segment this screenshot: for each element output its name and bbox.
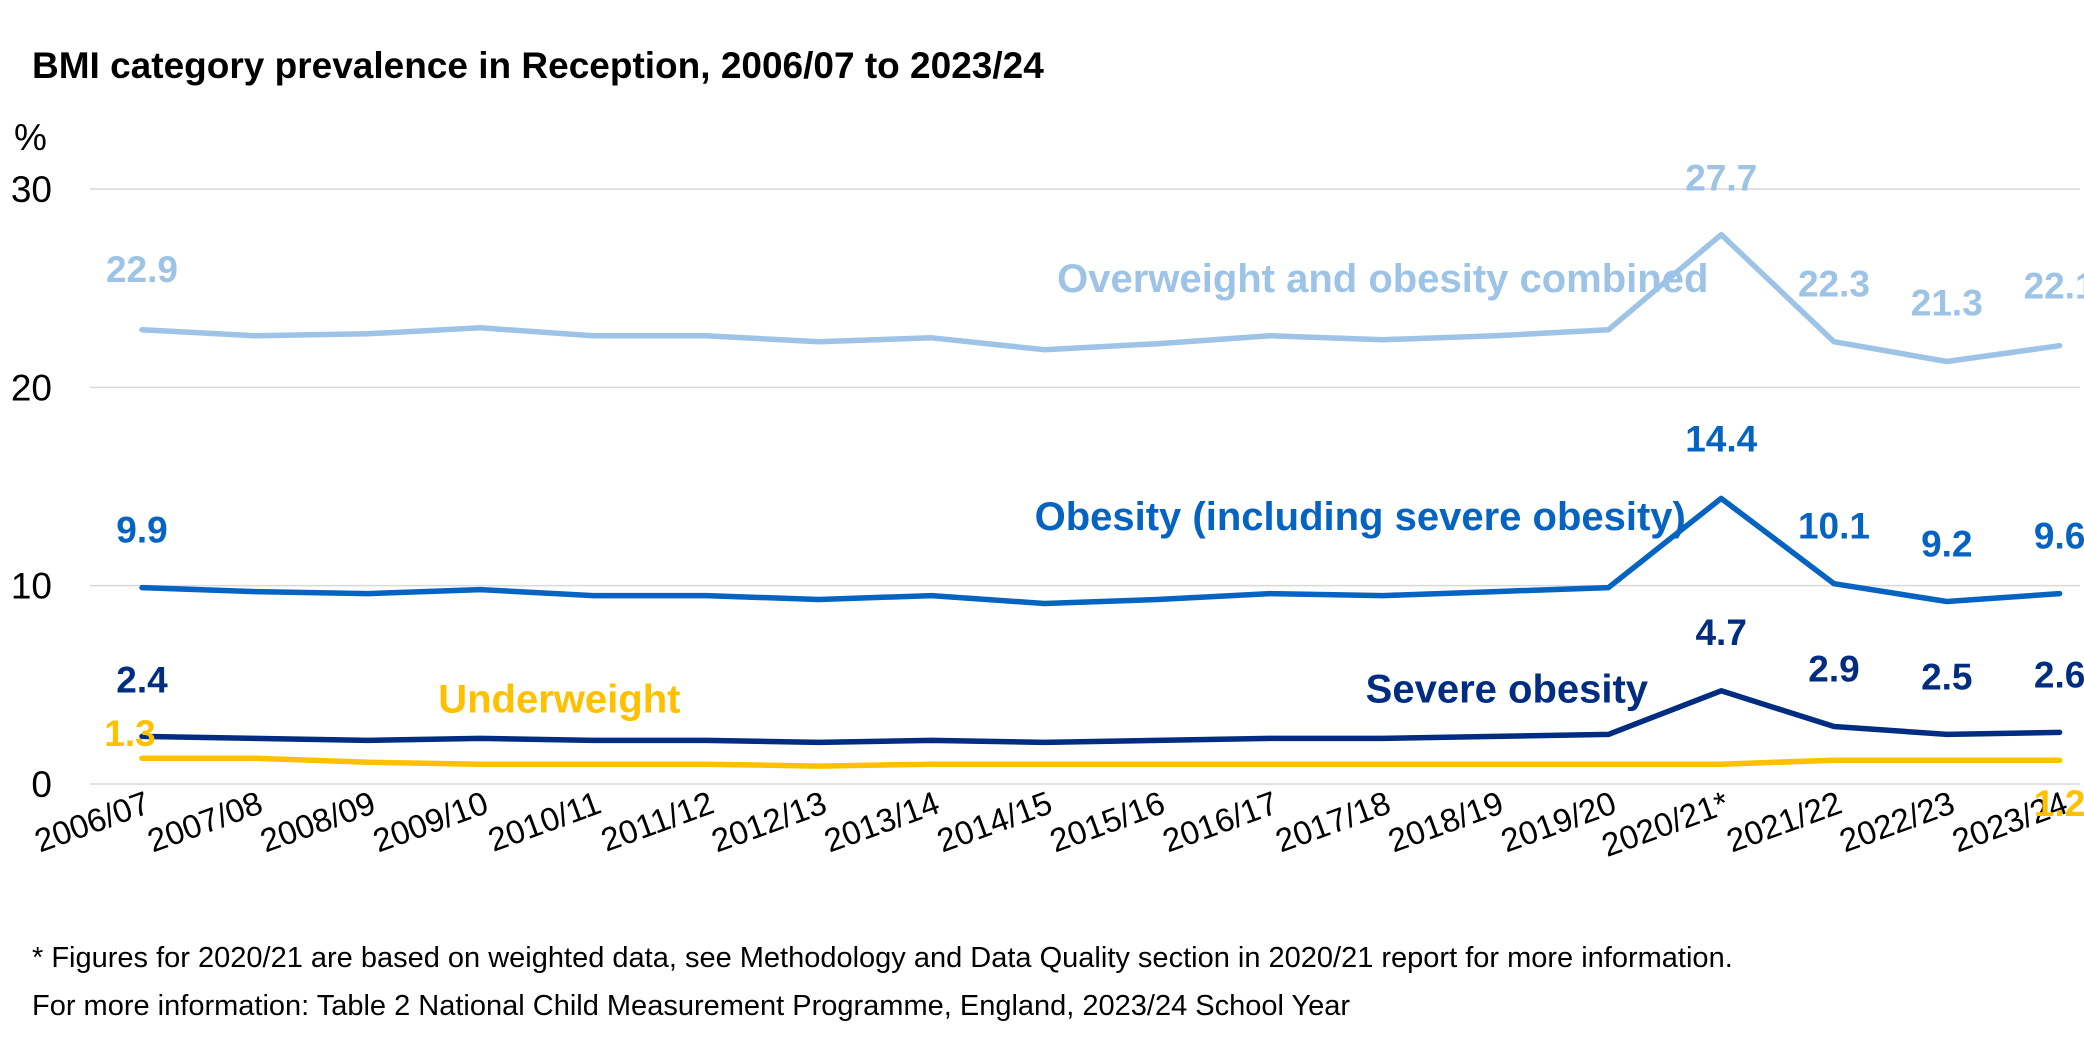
x-tick-label: 2008/09 [255, 784, 380, 860]
data-label: 9.9 [116, 510, 167, 551]
chart-title: BMI category prevalence in Reception, 20… [32, 45, 1044, 86]
y-tick-label: 30 [11, 169, 52, 210]
series-name-label: Underweight [438, 678, 680, 722]
x-tick-label: 2015/16 [1045, 784, 1170, 860]
y-axis-unit-label: % [14, 117, 47, 158]
x-tick-label: 2018/19 [1383, 784, 1508, 860]
x-tick-label: 2012/13 [706, 784, 831, 860]
x-tick-label: 2017/18 [1270, 784, 1395, 860]
footnote-weighted-data: * Figures for 2020/21 are based on weigh… [32, 942, 1733, 974]
y-axis-ticks: 0 10 20 30 [11, 169, 52, 805]
x-tick-label: 2021/22 [1722, 784, 1847, 860]
series-name-label: Obesity (including severe obesity) [1035, 495, 1686, 539]
x-axis-ticks: 2006/072007/082008/092009/102010/112011/… [30, 784, 2072, 864]
data-label: 22.3 [1798, 264, 1870, 305]
data-label: 21.3 [1911, 283, 1983, 324]
data-label: 9.2 [1921, 524, 1972, 565]
x-tick-label: 2022/23 [1834, 784, 1959, 860]
y-tick-label: 20 [11, 367, 52, 408]
data-label: 2.4 [116, 659, 168, 700]
data-label: 14.4 [1685, 418, 1757, 459]
data-label: 22.1 [2024, 266, 2084, 307]
x-tick-label: 2013/14 [819, 784, 944, 860]
x-tick-label: 2014/15 [932, 784, 1057, 860]
series-line-2 [139, 688, 2063, 746]
data-label: 2.9 [1808, 648, 1859, 689]
data-label: 10.1 [1798, 506, 1870, 547]
x-tick-label: 2019/20 [1496, 784, 1621, 860]
series-line-1 [139, 495, 2063, 607]
x-tick-label: 2011/12 [596, 784, 718, 859]
series-name-label: Severe obesity [1366, 668, 1649, 712]
data-label: 2.5 [1921, 656, 1972, 697]
series-lines [139, 231, 2063, 769]
data-label: 2.6 [2034, 654, 2084, 695]
series-line-0 [139, 231, 2063, 365]
x-tick-label: 2016/17 [1158, 784, 1283, 860]
data-label: 1.3 [104, 713, 155, 754]
x-tick-label: 2009/10 [368, 784, 493, 860]
data-label: 4.7 [1695, 612, 1746, 653]
x-tick-label: 2020/21* [1597, 784, 1734, 864]
data-label: 9.6 [2034, 516, 2084, 557]
series-name-label: Overweight and obesity combined [1057, 257, 1708, 301]
data-label: 22.9 [106, 249, 178, 290]
y-tick-label: 10 [11, 566, 52, 607]
footnote-source: For more information: Table 2 National C… [32, 990, 1350, 1022]
gridlines [90, 188, 2080, 785]
y-tick-label: 0 [31, 764, 52, 805]
series-line-3 [139, 755, 2063, 769]
x-tick-label: 2010/11 [483, 784, 605, 859]
x-tick-label: 2007/08 [142, 784, 267, 860]
data-label: 1.2 [2034, 783, 2084, 824]
series-labels: Overweight and obesity combined Obesity (… [438, 257, 1708, 721]
data-labels: 22.9 27.7 22.3 21.3 22.1 9.9 14.4 10.1 9.2 9.6 2.4… [104, 158, 2084, 825]
data-label: 27.7 [1685, 158, 1757, 199]
